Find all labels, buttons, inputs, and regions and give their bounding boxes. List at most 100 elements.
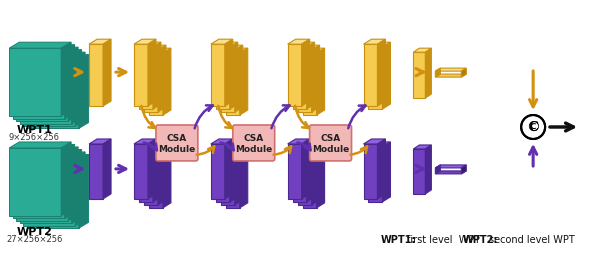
Polygon shape (16, 153, 68, 221)
Polygon shape (23, 59, 75, 126)
Polygon shape (382, 43, 391, 110)
Polygon shape (79, 55, 89, 129)
Polygon shape (79, 155, 89, 228)
Polygon shape (144, 145, 166, 150)
Polygon shape (20, 56, 71, 124)
Polygon shape (13, 145, 74, 151)
Polygon shape (27, 61, 79, 129)
Polygon shape (20, 156, 71, 224)
Text: 9×256×256: 9×256×256 (9, 133, 60, 141)
Polygon shape (413, 145, 431, 149)
Polygon shape (9, 43, 71, 49)
Polygon shape (149, 54, 163, 116)
Polygon shape (293, 147, 307, 202)
Polygon shape (317, 148, 325, 208)
Polygon shape (221, 46, 243, 51)
Polygon shape (302, 40, 310, 107)
Polygon shape (158, 46, 166, 113)
Polygon shape (311, 46, 320, 113)
Polygon shape (413, 53, 425, 99)
Polygon shape (16, 147, 78, 153)
Text: C: C (528, 121, 538, 133)
Polygon shape (13, 52, 65, 119)
Polygon shape (302, 148, 325, 153)
Polygon shape (144, 51, 158, 113)
FancyBboxPatch shape (233, 125, 275, 161)
Polygon shape (134, 139, 156, 144)
Text: 27×256×256: 27×256×256 (6, 234, 62, 243)
Polygon shape (27, 55, 89, 61)
Polygon shape (436, 69, 466, 72)
FancyBboxPatch shape (156, 125, 198, 161)
Polygon shape (27, 161, 79, 228)
Polygon shape (68, 147, 78, 221)
Polygon shape (302, 49, 325, 54)
Polygon shape (221, 145, 243, 150)
Polygon shape (134, 40, 156, 45)
Polygon shape (240, 148, 248, 208)
Polygon shape (89, 45, 103, 107)
Polygon shape (221, 51, 235, 113)
Polygon shape (23, 152, 85, 158)
Polygon shape (302, 139, 310, 199)
Polygon shape (425, 145, 431, 194)
Polygon shape (9, 49, 61, 117)
Polygon shape (298, 46, 320, 51)
Polygon shape (226, 49, 248, 54)
Polygon shape (61, 142, 71, 216)
Polygon shape (436, 75, 466, 78)
Circle shape (521, 116, 545, 139)
Polygon shape (103, 139, 111, 199)
Text: WPT1: WPT1 (16, 124, 52, 134)
Polygon shape (211, 45, 225, 107)
Polygon shape (134, 45, 148, 107)
Polygon shape (382, 142, 391, 202)
Polygon shape (287, 45, 302, 107)
Polygon shape (364, 144, 377, 199)
Polygon shape (225, 40, 233, 107)
Polygon shape (302, 153, 317, 208)
Polygon shape (13, 45, 74, 52)
Text: second level WPT: second level WPT (489, 234, 575, 244)
Polygon shape (293, 43, 314, 48)
Text: WPT2:: WPT2: (462, 234, 497, 244)
Polygon shape (461, 69, 466, 78)
Polygon shape (226, 54, 240, 116)
Polygon shape (307, 142, 314, 202)
Polygon shape (65, 145, 74, 218)
Polygon shape (436, 165, 440, 174)
FancyBboxPatch shape (310, 125, 352, 161)
Polygon shape (144, 46, 166, 51)
Polygon shape (298, 145, 320, 150)
Polygon shape (436, 171, 466, 174)
Polygon shape (68, 48, 78, 121)
Polygon shape (211, 40, 233, 45)
Polygon shape (230, 142, 238, 202)
Polygon shape (413, 49, 431, 53)
Polygon shape (311, 145, 320, 205)
Polygon shape (153, 142, 161, 202)
Polygon shape (103, 40, 111, 107)
Polygon shape (20, 150, 82, 156)
Polygon shape (27, 155, 89, 161)
Polygon shape (75, 152, 85, 226)
Polygon shape (163, 148, 171, 208)
Polygon shape (235, 46, 243, 113)
Polygon shape (163, 49, 171, 116)
Polygon shape (307, 43, 314, 110)
Polygon shape (436, 165, 466, 168)
Polygon shape (13, 151, 65, 218)
Polygon shape (16, 48, 78, 54)
Polygon shape (235, 145, 243, 205)
Polygon shape (149, 153, 163, 208)
Polygon shape (148, 40, 156, 107)
Polygon shape (368, 43, 391, 48)
Text: CSA
Module: CSA Module (235, 134, 272, 153)
Polygon shape (293, 142, 314, 147)
Polygon shape (364, 139, 385, 144)
Polygon shape (293, 48, 307, 110)
Polygon shape (425, 49, 431, 99)
Polygon shape (211, 139, 233, 144)
Polygon shape (75, 53, 85, 126)
Polygon shape (89, 139, 111, 144)
